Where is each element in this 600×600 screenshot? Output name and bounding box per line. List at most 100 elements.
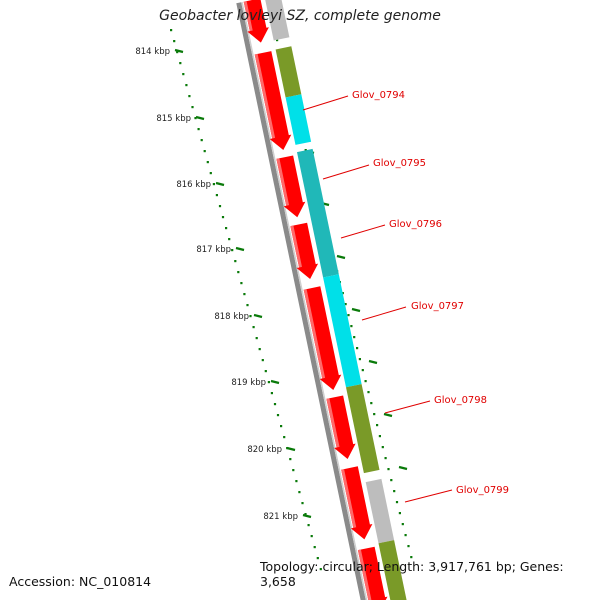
major-tick — [253, 313, 263, 319]
minor-tick-dot — [361, 369, 364, 372]
forward-cds-shade — [243, 1, 253, 32]
minor-tick-dot — [344, 303, 347, 306]
major-tick — [351, 307, 361, 313]
minor-tick-dot — [252, 326, 255, 329]
reverse-feature-block — [285, 94, 312, 145]
minor-tick-dot — [280, 425, 283, 428]
reverse-feature-block — [323, 274, 362, 388]
forward-cds-arrow — [243, 0, 269, 43]
minor-tick-dot — [246, 304, 249, 307]
map-title: Geobacter lovleyi SZ, complete genome — [159, 8, 441, 24]
minor-tick-dot — [170, 29, 173, 32]
reverse-feature-block — [275, 46, 302, 98]
forward-cds-arrow — [290, 222, 319, 279]
minor-tick-dot — [310, 535, 313, 538]
forward-cds-arrow — [357, 546, 388, 600]
minor-tick-dot — [188, 95, 191, 98]
minor-tick-dot — [276, 414, 280, 417]
minor-tick-dot — [341, 292, 344, 295]
minor-tick-dot — [185, 84, 188, 87]
minor-tick-dot — [221, 216, 225, 219]
backbone-layer — [236, 1, 368, 600]
forward-cds-shade — [303, 289, 326, 379]
reverse-feature-block — [378, 540, 407, 600]
backbone-strand — [236, 2, 366, 600]
forward-cds-arrow — [254, 51, 292, 150]
minor-tick-dot — [209, 172, 212, 175]
minor-tick-dot — [240, 282, 243, 285]
forward-cds-arrow — [303, 286, 342, 390]
gene-label: Glov_0799 — [456, 485, 509, 496]
tick-label: 814 kbp — [135, 47, 170, 57]
major-tick — [398, 465, 408, 471]
minor-tick-dot — [212, 183, 215, 186]
gene-label-leader — [361, 306, 407, 321]
forward-cds-arrow — [276, 155, 306, 218]
minor-tick-dot — [304, 149, 307, 152]
minor-tick-dot — [304, 513, 307, 516]
tick-label: 820 kbp — [247, 445, 282, 455]
minor-tick-dot — [237, 271, 240, 274]
minor-tick-dot — [255, 337, 258, 340]
minor-tick-dot — [225, 227, 228, 230]
forward-cds-shade — [357, 549, 372, 600]
minor-tick-dot — [410, 556, 413, 559]
minor-tick-dot — [401, 523, 404, 526]
major-tick — [383, 412, 393, 418]
major-tick — [302, 513, 312, 519]
major-tick — [174, 48, 184, 54]
backbone-highlight — [241, 1, 368, 600]
minor-tick-dot — [194, 117, 197, 120]
forward-cds-shade — [290, 225, 302, 268]
tick-label: 819 kbp — [231, 378, 266, 388]
minor-tick-dot — [364, 380, 367, 383]
minor-tick-dot — [249, 315, 252, 318]
major-tick — [235, 246, 245, 252]
tick-label: 815 kbp — [156, 114, 191, 124]
minor-tick-dot — [264, 370, 267, 373]
minor-tick-dot — [203, 150, 206, 153]
minor-tick-dot — [301, 502, 304, 505]
gene-label: Glov_0798 — [434, 395, 487, 406]
gene-label-leader — [384, 400, 431, 414]
gene-label: Glov_0796 — [389, 219, 442, 230]
minor-tick-dot — [200, 139, 203, 142]
gene-label: Glov_0794 — [352, 90, 405, 101]
minor-tick-dot — [390, 479, 393, 482]
gene-label: Glov_0795 — [373, 158, 426, 169]
minor-tick-dot — [398, 512, 401, 515]
minor-tick-dot — [197, 128, 200, 131]
forward-cds-shade — [341, 469, 357, 528]
major-tick — [286, 446, 296, 452]
minor-tick-dot — [276, 39, 279, 42]
minor-tick-dot — [258, 348, 261, 351]
reverse-feature-block — [265, 0, 290, 41]
reverse-feature-block — [346, 384, 380, 474]
minor-tick-dot — [215, 194, 218, 197]
minor-tick-dot — [261, 359, 264, 362]
minor-tick-dot — [228, 238, 231, 241]
forward-cds-track — [243, 0, 388, 600]
minor-tick-dot — [404, 534, 407, 537]
tick-label: 816 kbp — [176, 180, 211, 190]
forward-cds-shade — [326, 398, 340, 448]
minor-tick-dot — [395, 501, 399, 504]
minor-tick-dot — [407, 545, 410, 548]
reverse-feature-track — [265, 0, 407, 600]
forward-cds-arrow — [341, 466, 373, 540]
tick-label: 818 kbp — [214, 312, 249, 322]
gene-label-leader — [322, 164, 370, 180]
minor-tick-dot — [182, 73, 185, 76]
minor-tick-dot — [376, 424, 379, 427]
minor-tick-dot — [358, 358, 361, 361]
minor-tick-dot — [307, 524, 310, 527]
minor-tick-dot — [378, 435, 381, 438]
major-tick — [215, 181, 225, 187]
minor-tick-dot — [270, 392, 273, 395]
minor-tick-dot — [283, 436, 286, 439]
major-tick — [368, 359, 378, 365]
minor-tick-dot — [206, 161, 209, 164]
gene-label-leader — [340, 224, 386, 239]
